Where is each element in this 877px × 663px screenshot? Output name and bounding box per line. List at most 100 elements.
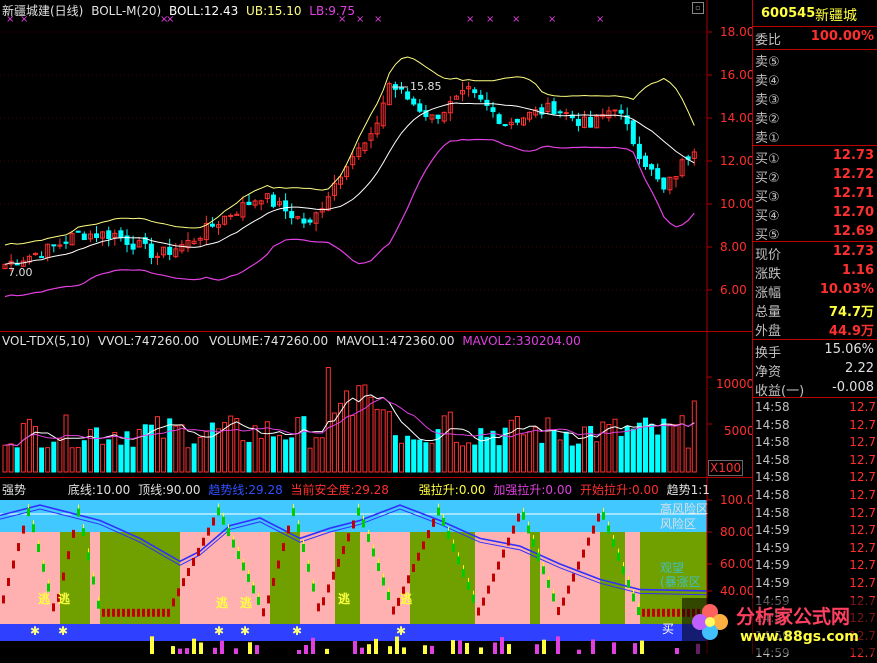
- buy-label: 买⑤: [755, 228, 780, 243]
- candle-down: [472, 89, 478, 94]
- ub-line: [4, 56, 695, 246]
- vol-bar-down: [490, 430, 496, 473]
- vol-bar-down: [246, 441, 252, 473]
- trend-candle-up: [417, 552, 420, 561]
- vol-bar-down: [289, 437, 295, 473]
- trend-candle-wick: [378, 558, 379, 563]
- vol-bar-down: [655, 434, 661, 473]
- pull-bar: [248, 642, 252, 654]
- tick-price: 12.7: [849, 576, 876, 590]
- signal-mark-icon: ×: [548, 14, 556, 25]
- trend-candle-up: [202, 537, 205, 546]
- watch-label: 观望: [660, 561, 685, 575]
- vol-bar-down: [563, 431, 569, 473]
- high-risk-band: [0, 500, 707, 514]
- stock-title: 新疆城建(日线): [2, 4, 84, 18]
- vol-bar-up: [612, 418, 618, 473]
- signal-mark-icon: ×: [160, 14, 168, 25]
- sell-row-2: 卖②: [753, 106, 877, 128]
- vol-bar-down: [191, 443, 197, 473]
- tick-time: 14:58: [755, 417, 790, 432]
- candle-up: [545, 102, 551, 113]
- trend-candle-up: [267, 595, 270, 604]
- vol-bar-down: [270, 436, 276, 473]
- candle-down: [661, 177, 667, 190]
- trend-bottom-line: 底线:10.00: [67, 483, 131, 497]
- vol-axis-10000: 10000: [716, 377, 755, 391]
- pull-bar: [465, 642, 469, 654]
- candle-down: [270, 194, 276, 207]
- signal-mark-icon: ×: [486, 14, 494, 25]
- vol-bar-up: [447, 411, 453, 473]
- candle-up: [33, 252, 38, 255]
- candle-down: [588, 116, 594, 128]
- candle-up: [356, 147, 362, 158]
- trend-candle-up: [342, 546, 345, 555]
- stat2-value: -0.008: [832, 380, 874, 395]
- tick-time: 14:58: [755, 452, 790, 467]
- pull-bar: [500, 637, 504, 654]
- candle-up: [277, 201, 282, 206]
- price-chart[interactable]: × × ×× × × × × × × × ×15.857.00: [0, 0, 752, 332]
- trend-chart[interactable]: [0, 478, 752, 654]
- vol-bar-up: [460, 445, 465, 473]
- trend-panel[interactable]: 强势 底线:10.00 顶线:90.00 趋势线:29.28 当前安全度:29.…: [0, 478, 754, 654]
- trend-candle-up: [322, 597, 325, 606]
- trend-candle-wick: [543, 562, 544, 567]
- trend-candle-up: [422, 541, 425, 550]
- candle-down: [496, 114, 502, 124]
- trend-candle-down: [227, 528, 230, 537]
- sell-row-4: 卖④: [753, 68, 877, 90]
- vol-bar-up: [216, 428, 221, 473]
- vol-bar-down: [81, 440, 87, 473]
- mavol2-value: MAVOL2:330204.00: [462, 334, 581, 348]
- signal-mark-icon: ×: [166, 14, 174, 25]
- buy-arrow-icon: ✱: [292, 624, 303, 638]
- stat2-label: 换手: [755, 346, 782, 361]
- trend-candle-wick: [383, 573, 384, 578]
- pull-bar: [255, 645, 259, 654]
- pull-bar: [150, 636, 154, 654]
- signal-mark-icon: ×: [6, 14, 14, 25]
- trend-candle-up: [182, 578, 185, 587]
- buy-label: 买④: [755, 209, 780, 224]
- vol-bar-down: [569, 445, 575, 473]
- trend-candle-down: [47, 583, 50, 592]
- trend-candle-wick: [438, 503, 439, 508]
- vol-bar-up: [331, 412, 337, 473]
- price-panel[interactable]: × × × × × × × × × × × × 15.85 7.00 新疆城建(日线) BOLL-M(20…: [0, 0, 754, 332]
- candle-down: [624, 115, 630, 125]
- trend-candle-up: [7, 577, 10, 586]
- buy-arrow-icon: ✱: [214, 624, 225, 638]
- vol-bar-up: [557, 439, 563, 473]
- trend-candle-up: [57, 593, 60, 602]
- tick-time: 14:58: [755, 505, 790, 520]
- candle-down: [63, 241, 69, 244]
- vol-bar-up: [545, 417, 551, 473]
- trend-candle-down: [77, 508, 80, 517]
- pull-bar: [542, 639, 546, 654]
- candle-down: [289, 211, 295, 219]
- trend-candle-wick: [548, 575, 549, 580]
- vol-bar-up: [222, 422, 228, 473]
- vol-bar-up: [325, 367, 331, 473]
- panel-close-icon[interactable]: ▫: [692, 2, 704, 14]
- candle-down: [283, 200, 289, 212]
- candle-up: [453, 95, 459, 100]
- tick-price: 12.7: [849, 488, 876, 502]
- trend-candle-wick: [613, 535, 614, 540]
- buy-label: 买③: [755, 190, 780, 205]
- pull-bar: [178, 648, 182, 654]
- vol-bar-up: [234, 418, 240, 473]
- volume-panel[interactable]: VOL-TDX(5,10) VVOL:747260.00 VOLUME:7472…: [0, 332, 755, 478]
- high-risk-label: 高风险区: [660, 502, 709, 516]
- volume-chart[interactable]: [0, 332, 752, 478]
- candle-up: [331, 182, 337, 196]
- candle-down: [649, 164, 655, 170]
- tick-row: 14:58 12.7: [753, 452, 877, 470]
- trend-candle-wick: [28, 504, 29, 509]
- trend-zone: [410, 532, 475, 624]
- trend-candle-up: [657, 608, 660, 617]
- candle-down: [575, 118, 581, 126]
- trend-candle-wick: [248, 569, 249, 574]
